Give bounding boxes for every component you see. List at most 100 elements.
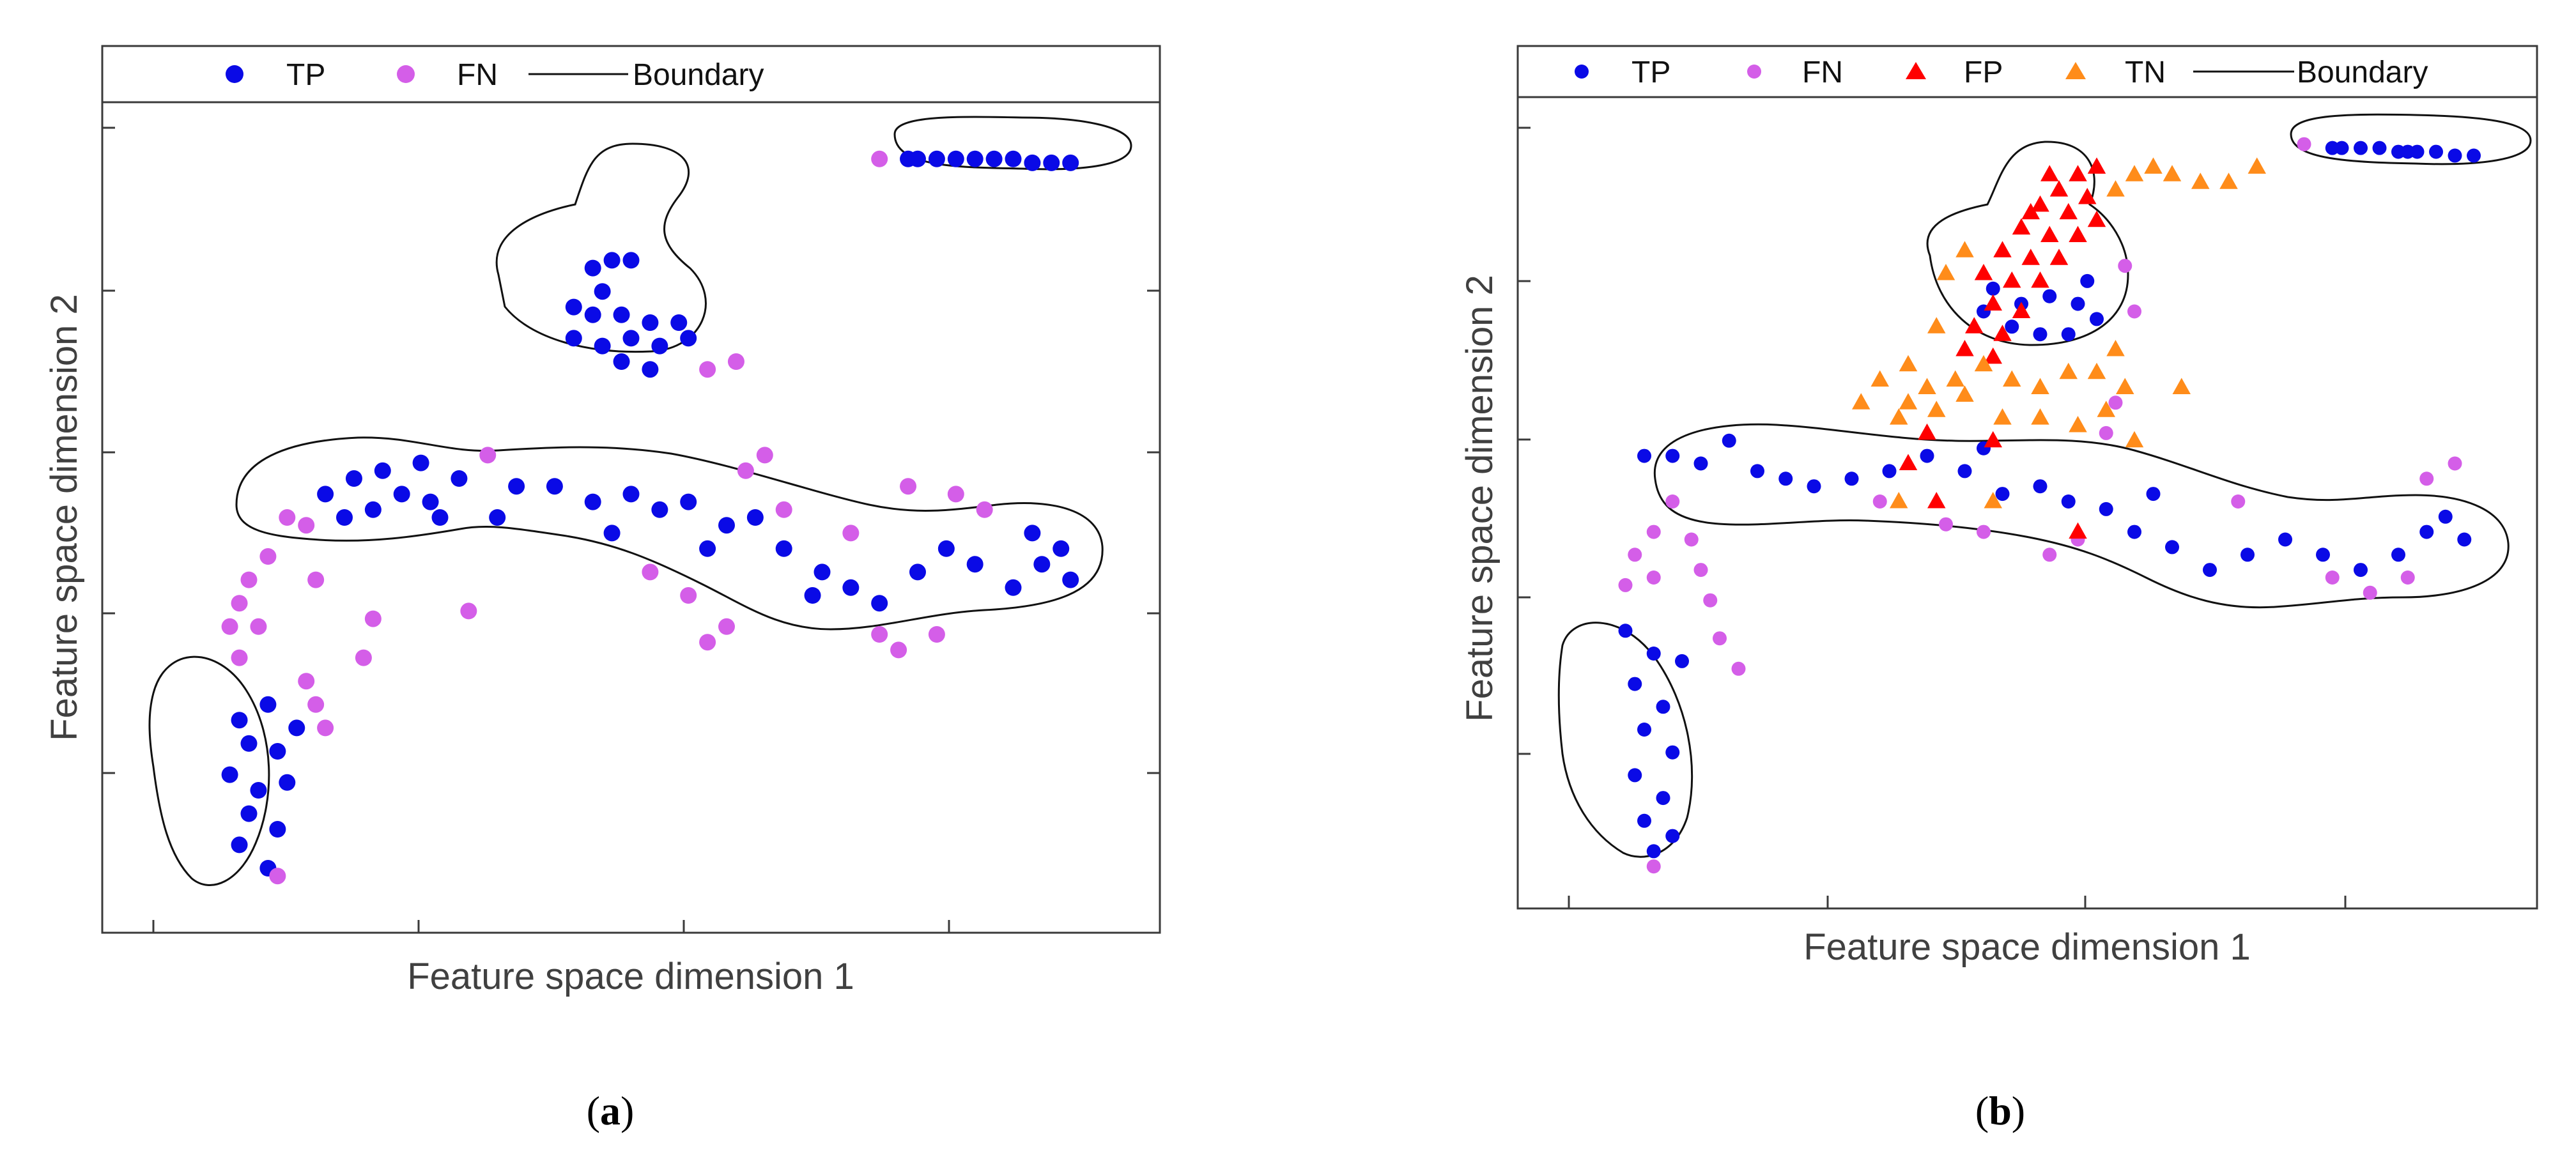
panel-a-tp-point [651,337,668,355]
panel-a-fn-point [259,548,277,565]
panel-a-caption: (a) [587,1088,635,1133]
panel-a-tp-point [412,454,429,471]
panel-b-tp-point [2316,548,2330,562]
panel-b-fn-point [1977,525,1991,539]
panel-b-fp-point [1974,264,1993,280]
panel-b-tp-point [1628,677,1642,691]
panel-a-points [221,150,1079,885]
panel-a-tp-point [699,540,716,557]
panel-b-tp-point [2033,479,2048,494]
panel-b-fp-point [2049,180,2069,197]
panel-a-tp-point [814,563,831,581]
panel-a-fn-point [231,595,248,612]
panel-a-tp-point [928,150,945,167]
panel-a-fn-point [460,602,477,620]
panel-b-tn-point [2097,401,2115,417]
panel-a-tp-point [871,595,888,612]
panel-a-fn-point [699,361,716,378]
panel-a-fn-point [842,525,860,542]
panel-b-legend-tn-marker [2065,62,2086,79]
panel-a-tp-point [546,478,563,495]
panel-a-legend: TP FN Boundary [226,58,764,92]
panel-b-tp-point [2438,509,2453,524]
panel-b-tp-point [1665,448,1680,463]
panel-b-fp-point [2087,210,2106,227]
panel-a-legend-fn-marker [397,65,415,83]
panel-b-fp-point [1899,454,1918,470]
panel-b-fn-point [2108,395,2123,410]
panel-b-x-axis-title: Feature space dimension 1 [1803,926,2251,968]
panel-b-fp-point [2021,203,2040,220]
panel-a-tp-point [269,821,286,838]
panel-b-tn-point [1899,393,1918,410]
panel-a-tp-point [431,509,449,526]
panel-a-tp-point [680,493,697,510]
panel-a-legend-tp-marker [226,65,243,83]
panel-a-tp-point [680,330,697,347]
panel-b-fn-point [1646,859,1661,874]
panel-a-boundaries [148,116,1132,886]
panel-a-fn-point [699,634,716,651]
panel-a-fn-point [307,571,325,588]
panel-b-fp-point [2031,271,2049,288]
panel-a-tp-point [594,337,611,355]
panel-b-tn-point [2248,157,2266,174]
panel-b-tp-point [2457,532,2472,547]
panel-b-tp-point [1665,829,1680,843]
panel-a-legend-frame [101,45,1161,103]
panel-a-legend-fn-label: FN [457,58,498,92]
panel-a-fn-point [871,150,888,167]
panel-b-fp-point [2003,271,2021,288]
panel-a-tp-point [279,774,296,791]
panel-b-boundary-bottom-left [1557,622,1693,858]
panel-b-tn-point [1993,408,2012,425]
panel-b-fp-point [1984,347,2002,364]
panel-a-tp-point [584,493,601,510]
panel-b-tn-point [2059,362,2078,379]
panel-a-tp-point [259,696,277,713]
panel-b-fp-point [2078,188,2097,204]
panel-b-fp-point [1927,492,1946,509]
panel-b-tn-point [1890,492,1908,509]
panel-a-tp-point [966,150,983,167]
panel-b-fn-point [2363,585,2377,600]
panel-a-tp-point [231,836,248,854]
panel-b-fp-point [1984,294,2002,311]
panel-a-tp-point [1062,571,1079,588]
panel-a-tp-point [221,766,238,783]
panel-b-tn-point [2163,165,2182,181]
panel-b-fp-point [1993,325,2012,341]
panel-a-fn-point [250,618,267,635]
panel-a-tp-point [613,306,630,323]
panel-b-tp-point [1637,813,1651,828]
panel-b-fn-point [1646,525,1661,539]
panel-a-tp-point [393,486,410,503]
panel-b-boundary-middle-band [1653,423,2510,609]
panel-a-fn-point [479,447,497,464]
panel-a-tp-point [231,712,248,729]
panel-a-fn-point [298,517,315,534]
panel-a-tp-point [642,314,659,331]
panel-a-tp-point [594,283,611,300]
panel-b-tp-point [1750,464,1764,479]
panel-b-y-axis-title: Feature space dimension 2 [1459,275,1500,722]
panel-b-legend-fn-label: FN [1802,56,1843,89]
panel-a-tp-point [565,330,582,347]
panel-b-tn-point [1955,241,1974,257]
panel-a-tp-point [622,252,640,269]
panel-a-tp-point [451,470,468,487]
panel-b-tp-point [1920,448,1934,463]
panel-a-fn-point [976,501,993,518]
panel-b-tn-point [2031,378,2049,394]
panel-b-tp-point [1693,456,1708,471]
panel-b-tn-point [1955,385,1974,402]
panel-a-fn-point [680,587,697,604]
panel-a-caption-letter: a [600,1088,621,1133]
panel-b-tn-point [1852,393,1870,410]
panel-a-boundary-top-right [893,116,1132,171]
panel-b-tp-point [2448,148,2462,163]
panel-a-boundary-upper-middle [495,142,707,353]
panel-b-tn-point [1899,355,1918,372]
panel-b-fn-point [2325,571,2340,585]
panel-a-fn-point [737,462,754,479]
